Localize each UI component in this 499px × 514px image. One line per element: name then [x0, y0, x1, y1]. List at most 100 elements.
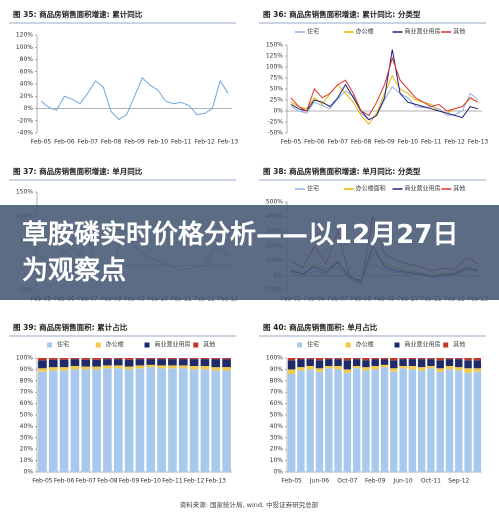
bar-segment	[113, 358, 123, 360]
bar-segment	[427, 368, 435, 472]
bar-segment	[390, 371, 398, 472]
y-tick-label: 0%	[23, 469, 33, 476]
bar-segment	[380, 367, 389, 472]
bar-segment	[390, 360, 398, 369]
bar-segment	[408, 358, 417, 360]
bar-segment	[464, 372, 472, 472]
bar-segment	[287, 360, 296, 370]
bar-segment	[408, 365, 417, 370]
legend-label: 其他	[203, 341, 215, 349]
bar-segment	[168, 359, 177, 366]
x-tick-label: Feb-05	[32, 478, 53, 485]
bar-segment	[315, 371, 324, 472]
x-tick-label: Feb-08	[101, 139, 122, 146]
y-tick-label: 30%	[20, 434, 34, 441]
bar-segment	[436, 358, 444, 361]
bar-segment	[38, 368, 47, 372]
bar-segment	[92, 358, 101, 360]
bar-segment	[146, 367, 156, 472]
legend-swatch	[297, 342, 302, 348]
legend-swatch	[47, 342, 52, 348]
bar-segment	[92, 369, 101, 472]
chart-title: 图 39: 商品房销售面积: 累计占比	[13, 322, 128, 332]
y-tick-label: 40%	[270, 423, 284, 430]
chart-title: 图 36: 商品房销售面积增速: 累计同比: 分类型	[263, 9, 421, 19]
y-tick-label: 30%	[270, 434, 284, 441]
bar-segment	[113, 359, 123, 366]
bar-segment	[297, 367, 305, 371]
bar-segment	[343, 360, 352, 370]
y-tick-label: 20%	[20, 446, 34, 453]
bar-segment	[157, 358, 166, 360]
y-tick-label: -20%	[17, 117, 33, 124]
legend-swatch	[144, 342, 150, 348]
bar-segment	[146, 364, 156, 368]
chart-title: 图 40: 商品房销售面积: 单月占比	[263, 322, 378, 332]
bar-segment	[297, 370, 305, 472]
series-line	[290, 56, 479, 117]
y-tick-label: 75%	[270, 75, 284, 82]
source-note: 资料来源: 国家统计局, wind, 中投证券研究总部	[180, 500, 319, 509]
bar-segment	[222, 370, 231, 472]
bar-segment	[306, 359, 314, 366]
bar-segment	[189, 359, 199, 366]
bar-segment	[464, 360, 472, 369]
bar-segment	[371, 365, 379, 370]
bar-segment	[473, 360, 482, 369]
bar-segment	[157, 365, 166, 369]
y-tick-label: 100%	[266, 355, 283, 362]
bar-segment	[455, 358, 463, 360]
bar-segment	[297, 358, 305, 360]
bar-segment	[59, 367, 69, 371]
bar-segment	[352, 365, 361, 369]
chart-title: 图 35: 商品房销售面积增速: 累计同比	[13, 9, 143, 19]
bar-segment	[92, 359, 101, 367]
x-tick-label: Feb-05	[281, 478, 302, 485]
y-tick-label: 40%	[20, 423, 34, 430]
bar-segment	[113, 368, 123, 472]
bar-segment	[352, 358, 361, 360]
bar-segment	[48, 358, 58, 360]
bar-segment	[362, 367, 370, 371]
bar-segment	[200, 359, 210, 366]
y-tick-label: 80%	[20, 56, 34, 63]
bar-segment	[417, 358, 426, 360]
bar-segment	[306, 358, 314, 360]
x-tick-label: Feb-09	[124, 139, 145, 146]
bar-segment	[48, 367, 58, 371]
y-tick-label: 60%	[20, 400, 34, 407]
bar-segment	[464, 358, 472, 361]
bar-segment	[103, 365, 112, 369]
bar-segment	[81, 369, 91, 472]
bar-segment	[427, 365, 435, 369]
bar-segment	[473, 358, 482, 361]
x-tick-label: Feb-13	[468, 139, 489, 146]
bar-segment	[362, 370, 370, 472]
bar-segment	[211, 359, 221, 368]
banner-title: 草胺磷实时价格分析——以12月27日为观察点	[22, 220, 459, 286]
bar-segment	[325, 359, 333, 366]
bar-segment	[436, 360, 444, 369]
y-tick-label: 50%	[20, 412, 34, 419]
bar-segment	[70, 359, 80, 366]
bar-segment	[38, 371, 47, 472]
series-line	[290, 49, 479, 121]
bar-segment	[427, 358, 435, 360]
bar-segment	[445, 359, 454, 366]
bar-segment	[81, 359, 91, 367]
y-tick-label: 80%	[270, 377, 284, 384]
bar-segment	[334, 365, 342, 370]
legend-label: 住宅	[307, 341, 319, 349]
series-line	[290, 86, 479, 121]
bar-segment	[222, 367, 231, 371]
bar-segment	[408, 359, 417, 366]
bar-segment	[59, 370, 69, 472]
x-tick-label: Feb-13	[206, 478, 227, 485]
legend-label: 办公楼	[106, 341, 124, 349]
bar-segment	[371, 358, 379, 360]
bar-segment	[211, 358, 221, 360]
bar-segment	[103, 359, 112, 366]
bar-segment	[417, 359, 426, 368]
